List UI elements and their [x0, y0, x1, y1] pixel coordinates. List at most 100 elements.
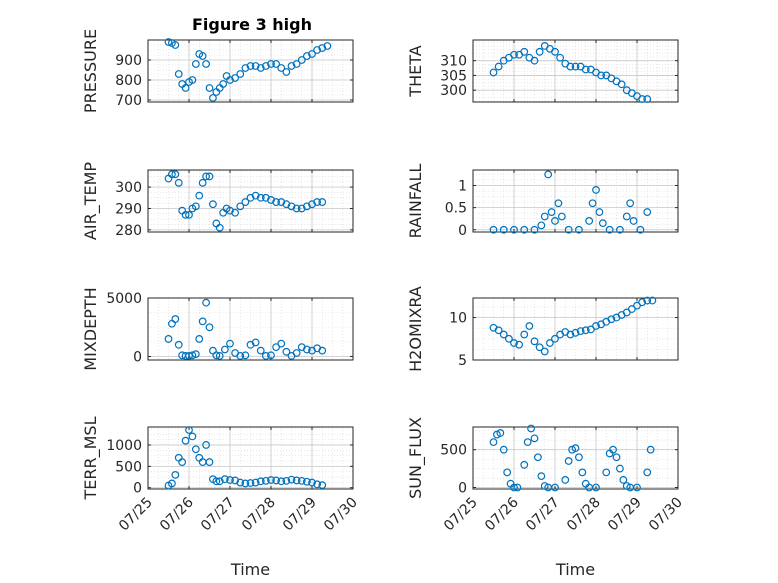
- data-point-theta: [535, 47, 544, 56]
- data-point-theta: [530, 56, 539, 65]
- data-point-h2omixra: [499, 330, 508, 339]
- x-tick-label: 07/29: [605, 495, 645, 535]
- axes-box-rainfall: [472, 169, 679, 233]
- data-point-rainfall: [540, 212, 549, 221]
- data-point-pressure: [308, 50, 316, 58]
- data-point-air_temp: [292, 204, 301, 213]
- data-point-rainfall: [544, 170, 553, 179]
- data-point-h2omixra: [525, 322, 534, 330]
- data-point-pressure: [323, 42, 332, 50]
- y-tick-label: 310: [440, 54, 467, 70]
- data-point-sun_flux: [523, 438, 532, 447]
- data-point-rainfall: [626, 199, 635, 208]
- data-point-terr_msl: [256, 477, 265, 486]
- data-point-theta: [520, 47, 529, 56]
- data-point-pressure: [171, 41, 180, 49]
- data-point-theta: [556, 53, 565, 62]
- data-point-pressure: [256, 64, 265, 72]
- data-point-theta: [581, 65, 590, 74]
- data-point-pressure: [191, 60, 200, 68]
- data-point-sun_flux: [612, 453, 621, 462]
- data-point-air_temp: [277, 198, 286, 206]
- axes-box-air_temp: [147, 169, 354, 233]
- data-point-air_temp: [191, 202, 200, 211]
- data-point-air_temp: [313, 198, 322, 206]
- data-point-pressure: [297, 56, 306, 64]
- data-point-terr_msl: [282, 476, 291, 485]
- data-point-air_temp: [195, 191, 204, 200]
- data-point-rainfall: [510, 225, 518, 234]
- data-point-air_temp: [202, 172, 210, 181]
- data-point-sun_flux: [510, 483, 518, 492]
- data-point-pressure: [202, 60, 210, 68]
- data-point-sun_flux: [602, 468, 611, 477]
- data-point-sun_flux: [609, 445, 617, 454]
- data-point-rainfall: [592, 186, 600, 194]
- y-axis-label: THETA: [406, 45, 425, 97]
- data-point-sun_flux: [534, 453, 542, 462]
- data-point-h2omixra: [515, 340, 524, 349]
- data-point-air_temp: [297, 204, 306, 213]
- data-point-pressure: [236, 70, 245, 78]
- data-point-air_temp: [171, 170, 180, 179]
- data-point-mixdepth: [241, 351, 250, 360]
- data-point-terr_msl: [297, 476, 306, 485]
- data-point-pressure: [313, 46, 322, 54]
- data-point-terr_msl: [220, 475, 229, 484]
- data-point-air_temp: [231, 208, 240, 217]
- data-point-rainfall: [575, 225, 583, 234]
- data-point-rainfall: [616, 225, 624, 234]
- x-tick-label: 07/26: [157, 494, 197, 534]
- data-point-rainfall: [530, 225, 539, 234]
- y-axis-label: TERR_MSL: [81, 416, 101, 500]
- data-point-pressure: [188, 76, 197, 84]
- y-tick-label: 500: [440, 443, 467, 459]
- data-point-terr_msl: [226, 476, 234, 484]
- data-point-air_temp: [185, 210, 193, 219]
- data-point-terr_msl: [308, 478, 316, 487]
- data-point-air_temp: [267, 196, 275, 204]
- data-point-rainfall: [629, 217, 638, 225]
- data-point-air_temp: [308, 200, 316, 209]
- x-tick-label: 07/27: [198, 495, 238, 535]
- y-tick-label: 300: [440, 83, 467, 99]
- data-point-terr_msl: [185, 426, 193, 434]
- data-point-mixdepth: [292, 349, 301, 357]
- y-tick-label: 5: [458, 353, 467, 369]
- data-point-terr_msl: [202, 441, 210, 449]
- data-point-air_temp: [181, 210, 190, 219]
- data-point-pressure: [181, 84, 190, 92]
- axes-box-terr_msl: [147, 426, 354, 490]
- data-point-h2omixra: [581, 326, 590, 335]
- data-point-air_temp: [168, 170, 176, 179]
- data-point-mixdepth: [188, 351, 197, 360]
- data-point-terr_msl: [277, 477, 286, 486]
- data-point-h2omixra: [510, 339, 518, 347]
- axes-box-mixdepth: [147, 297, 354, 361]
- data-point-terr_msl: [181, 436, 190, 445]
- data-point-air_temp: [236, 202, 245, 211]
- data-point-pressure: [267, 60, 275, 68]
- x-tick-label: 07/27: [523, 495, 563, 535]
- data-point-mixdepth: [318, 346, 327, 355]
- figure-title: Figure 3 high: [192, 15, 312, 34]
- data-point-mixdepth: [164, 335, 173, 343]
- data-point-sun_flux: [575, 453, 583, 462]
- data-point-rainfall: [588, 199, 597, 208]
- data-point-air_temp: [318, 198, 327, 206]
- y-tick-label: 0: [133, 481, 142, 497]
- y-axis-label: RAINFALL: [406, 164, 425, 239]
- data-point-terr_msl: [261, 476, 270, 485]
- data-point-sun_flux: [520, 460, 529, 469]
- data-point-pressure: [174, 70, 183, 78]
- data-point-pressure: [272, 60, 281, 68]
- data-point-sun_flux: [616, 464, 624, 473]
- data-point-air_temp: [256, 193, 265, 202]
- data-point-terr_msl: [178, 458, 187, 466]
- data-point-pressure: [226, 76, 234, 84]
- y-axis-label: PRESSURE: [81, 29, 100, 113]
- axes-box-theta: [472, 39, 679, 103]
- data-point-mixdepth: [195, 335, 204, 343]
- y-tick-label: 500: [115, 459, 142, 475]
- data-point-terr_msl: [215, 477, 224, 486]
